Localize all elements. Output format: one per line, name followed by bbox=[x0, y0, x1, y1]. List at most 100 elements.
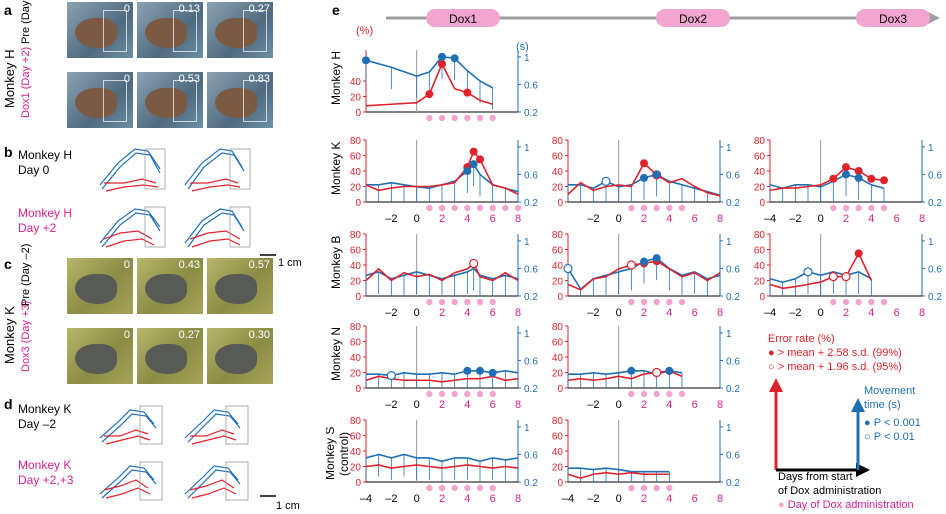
movement-line bbox=[568, 467, 670, 473]
dox-day-dot bbox=[476, 298, 484, 306]
panel-b-cond2-line2: Day +2 bbox=[18, 221, 57, 235]
right-tick-label: 1 bbox=[726, 237, 732, 248]
panel-b-trajectories bbox=[99, 148, 276, 256]
x-tick-label: 6 bbox=[692, 493, 698, 505]
error-sig95-marker bbox=[828, 272, 838, 282]
photo-c-4: 0 bbox=[67, 328, 133, 384]
error-sig99-marker bbox=[880, 176, 888, 185]
legend-error-95-text: > mean + 1.96 s.d. (95%) bbox=[777, 361, 902, 373]
legend-error-95: ○ > mean + 1.96 s.d. (95%) bbox=[768, 360, 902, 374]
right-tick-label: 0.6 bbox=[524, 264, 538, 275]
panel-a-subject: Monkey H bbox=[2, 49, 17, 108]
x-tick-label: 2 bbox=[439, 307, 445, 319]
left-tick-label: 0 bbox=[557, 478, 563, 489]
right-tick-label: 0.2 bbox=[928, 292, 942, 303]
right-tick-label: 0.6 bbox=[726, 450, 740, 461]
left-tick-label: 40 bbox=[754, 261, 766, 272]
right-tick-label: 0.2 bbox=[726, 198, 740, 209]
dox-day-dot bbox=[855, 204, 862, 212]
x-tick-label: 8 bbox=[515, 399, 521, 411]
x-tick-label: –4 bbox=[360, 493, 372, 505]
error-sig99-marker bbox=[438, 59, 446, 68]
right-tick-label: 0.6 bbox=[524, 356, 538, 367]
dox-day-dot bbox=[476, 204, 484, 212]
dox-day-dot bbox=[451, 204, 458, 212]
filled-circle-icon: ● bbox=[864, 417, 871, 429]
movement-sig001-marker bbox=[652, 170, 661, 179]
x-tick-label: –4 bbox=[764, 213, 776, 225]
dox-day-dot bbox=[464, 390, 471, 398]
photo-a-6: 0.83 bbox=[207, 72, 273, 128]
dox-day-dot bbox=[628, 390, 635, 398]
legend-p01-text: P < 0.01 bbox=[873, 431, 915, 443]
x-tick-label: 4 bbox=[464, 399, 470, 411]
x-tick-label: 0 bbox=[616, 399, 622, 411]
left-tick-label: 80 bbox=[350, 230, 362, 241]
dox-day-dot bbox=[489, 298, 496, 306]
legend-error-99: ● > mean + 2.58 s.d. (99%) bbox=[768, 346, 902, 360]
x-tick-label: –2 bbox=[587, 399, 599, 411]
dox-day-dot bbox=[489, 204, 496, 212]
dox-day-dot bbox=[451, 484, 458, 492]
left-tick-label: 20 bbox=[754, 183, 766, 194]
photo-c-3: 0.57 bbox=[207, 258, 273, 314]
left-tick-label: 60 bbox=[350, 246, 362, 257]
dox-day-dot bbox=[666, 204, 673, 212]
error-sig99-marker bbox=[842, 163, 850, 172]
dox-day-dot bbox=[653, 484, 660, 492]
right-tick-label: 0.6 bbox=[524, 450, 538, 461]
panel-b-cond2-line1: Monkey H bbox=[18, 206, 73, 220]
legend-movement-title: Movement time (s) bbox=[864, 384, 915, 412]
panel-d-cond1-line1: Monkey K bbox=[18, 402, 72, 416]
x-tick-label: 2 bbox=[843, 307, 849, 319]
error-sig99-marker bbox=[829, 174, 838, 183]
x-tick-label: 6 bbox=[894, 213, 900, 225]
x-tick-label: 4 bbox=[464, 493, 470, 505]
error-sig95-marker bbox=[626, 260, 636, 270]
left-unit-label: (%) bbox=[356, 25, 373, 37]
movement-sig001-marker bbox=[463, 366, 472, 375]
x-tick-label: 8 bbox=[717, 399, 723, 411]
dox-day-dot bbox=[464, 298, 471, 306]
dox-day-dot bbox=[464, 204, 471, 212]
error-line bbox=[365, 262, 519, 282]
dox-day-dot bbox=[653, 204, 660, 212]
legend-p001-text: P < 0.001 bbox=[873, 417, 921, 429]
x-tick-label: 6 bbox=[490, 307, 496, 319]
panel-label-a: a bbox=[4, 2, 12, 18]
x-tick-label: 4 bbox=[868, 307, 874, 319]
x-tick-label: 2 bbox=[439, 493, 445, 505]
time-label: 0.27 bbox=[178, 329, 200, 341]
left-tick-label: 80 bbox=[350, 322, 362, 333]
panel-label-b: b bbox=[4, 144, 13, 160]
time-label: 0.30 bbox=[248, 329, 270, 341]
time-label: 0.13 bbox=[178, 3, 200, 15]
left-tick-label: 40 bbox=[350, 77, 362, 88]
dox-day-dot bbox=[640, 484, 648, 492]
left-tick-label: 60 bbox=[552, 338, 564, 349]
x-tick-label: 4 bbox=[666, 307, 672, 319]
right-unit-label: (s) bbox=[516, 41, 529, 53]
error-sig99-marker bbox=[867, 174, 876, 183]
photo-a-5: 0.53 bbox=[137, 72, 203, 128]
dox-day-dot bbox=[476, 484, 484, 492]
right-tick-label: 0.2 bbox=[726, 478, 740, 489]
right-tick-label: 0.2 bbox=[524, 108, 538, 119]
x-tick-label: –2 bbox=[385, 307, 397, 319]
left-tick-label: 0 bbox=[355, 108, 361, 119]
timeline-label: Dox2 bbox=[679, 12, 707, 26]
x-tick-label: 0 bbox=[414, 493, 420, 505]
dox-day-dot bbox=[666, 484, 673, 492]
right-tick-label: 0.2 bbox=[524, 384, 538, 395]
right-tick-label: 0.2 bbox=[524, 478, 538, 489]
dox-day-dot bbox=[426, 298, 433, 306]
left-tick-label: 80 bbox=[350, 416, 362, 427]
left-tick-label: 0 bbox=[355, 478, 361, 489]
legend-movement-arrowhead bbox=[851, 398, 865, 412]
error-line bbox=[365, 464, 519, 469]
left-tick-label: 20 bbox=[552, 183, 564, 194]
error-sig99-marker bbox=[640, 159, 648, 168]
right-tick-label: 1 bbox=[524, 143, 530, 154]
left-tick-label: 60 bbox=[552, 246, 564, 257]
movement-sig001-marker bbox=[627, 366, 636, 375]
